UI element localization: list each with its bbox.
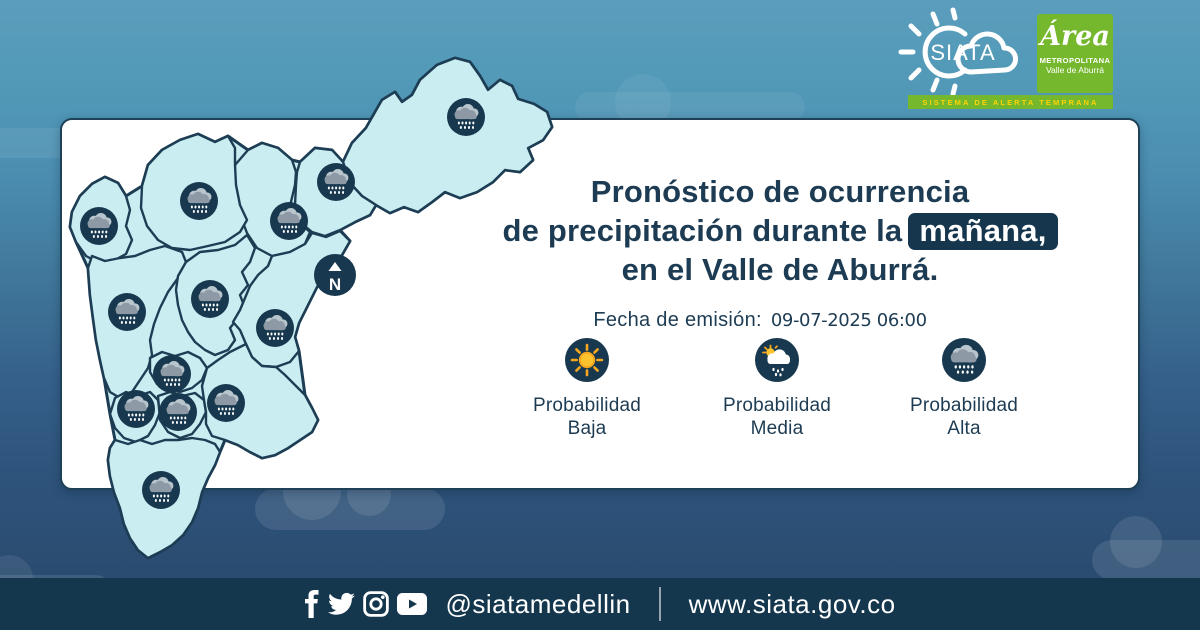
area-metropolitana-logo: Área METROPOLITANA Valle de Aburrá	[1037, 14, 1113, 93]
forecast-title: Pronóstico de ocurrencia de precipitació…	[455, 172, 1105, 289]
background-cloud	[1092, 516, 1200, 580]
siata-logo-text: SIATA	[930, 40, 995, 65]
sun-icon	[565, 338, 609, 382]
legend-item-baja: Probabilidad Baja	[502, 338, 672, 440]
sun-cloud-rain-icon	[755, 338, 799, 382]
facebook-icon[interactable]	[304, 590, 320, 618]
footer-divider	[658, 587, 661, 621]
siata-logo: SIATA	[898, 7, 1018, 97]
area-logo-script: Área	[1040, 21, 1110, 52]
title-line-2: de precipitación durante la mañana,	[455, 211, 1105, 250]
social-icons	[304, 590, 428, 618]
legend-label: Probabilidad Media	[722, 395, 832, 439]
emission-date-row: Fecha de emisión: 09-07-2025 06:00	[460, 309, 1060, 332]
social-handle[interactable]: @siatamedellin	[445, 588, 631, 619]
legend-item-alta: Probabilidad Alta	[879, 338, 1049, 440]
emission-date-value: 09-07-2025 06:00	[770, 310, 927, 331]
title-line-1: Pronóstico de ocurrencia	[590, 174, 970, 209]
website-url[interactable]: www.siata.gov.co	[688, 588, 896, 619]
legend-label: Probabilidad Alta	[909, 395, 1019, 439]
background-cloud	[255, 462, 445, 530]
youtube-icon[interactable]	[397, 593, 428, 615]
legend-label: Probabilidad Baja	[532, 395, 642, 439]
title-line-3: en el Valle de Aburrá.	[621, 252, 939, 287]
twitter-icon[interactable]	[328, 592, 356, 616]
sistema-alerta-temprana-bar: SISTEMA DE ALERTA TEMPRANA	[908, 95, 1113, 109]
emission-date-label: Fecha de emisión:	[593, 309, 762, 331]
legend-item-media: Probabilidad Media	[692, 338, 862, 440]
instagram-icon[interactable]	[363, 591, 390, 617]
rain-cloud-icon	[942, 338, 986, 382]
footer-bar: @siatamedellin www.siata.gov.co	[0, 578, 1200, 630]
title-highlight-manana: mañana,	[908, 213, 1058, 250]
